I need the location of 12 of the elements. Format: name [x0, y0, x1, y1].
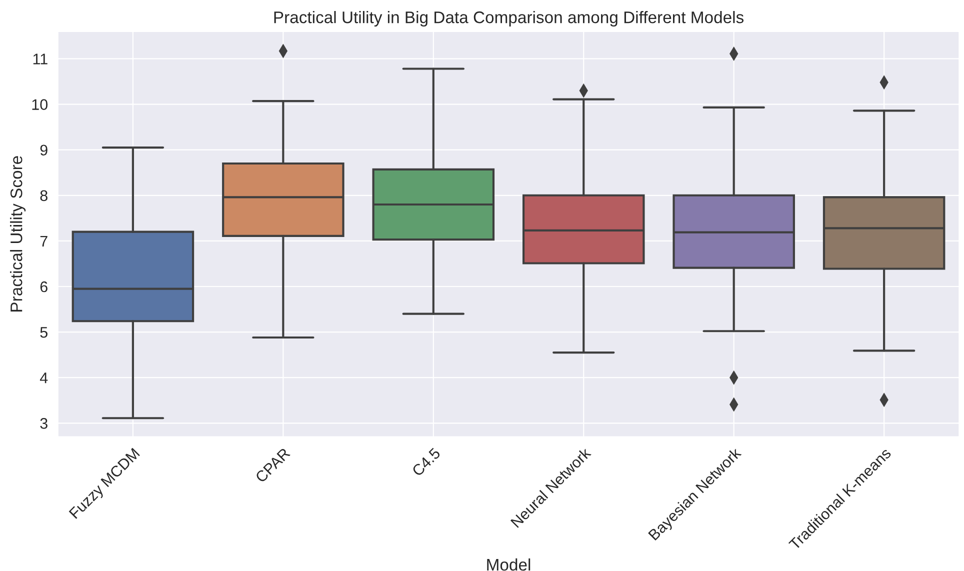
y-tick-label: 11 [33, 54, 48, 64]
y-tick-label: 10 [32, 99, 48, 110]
y-tick-label: 5 [40, 327, 48, 338]
y-tick-label: 3 [40, 418, 48, 429]
y-tick-label: 6 [40, 281, 48, 292]
x-axis-title: Model [487, 558, 530, 571]
y-tick-label: 9 [40, 144, 48, 156]
y-axis-title: Practical Utility Score [10, 156, 26, 312]
y-tick-label: 8 [40, 190, 48, 202]
chart-title: Practical Utility in Big Data Comparison among Different Models [274, 10, 744, 27]
y-tick-label: 7 [40, 236, 48, 246]
y-tick-label: 4 [40, 372, 48, 384]
